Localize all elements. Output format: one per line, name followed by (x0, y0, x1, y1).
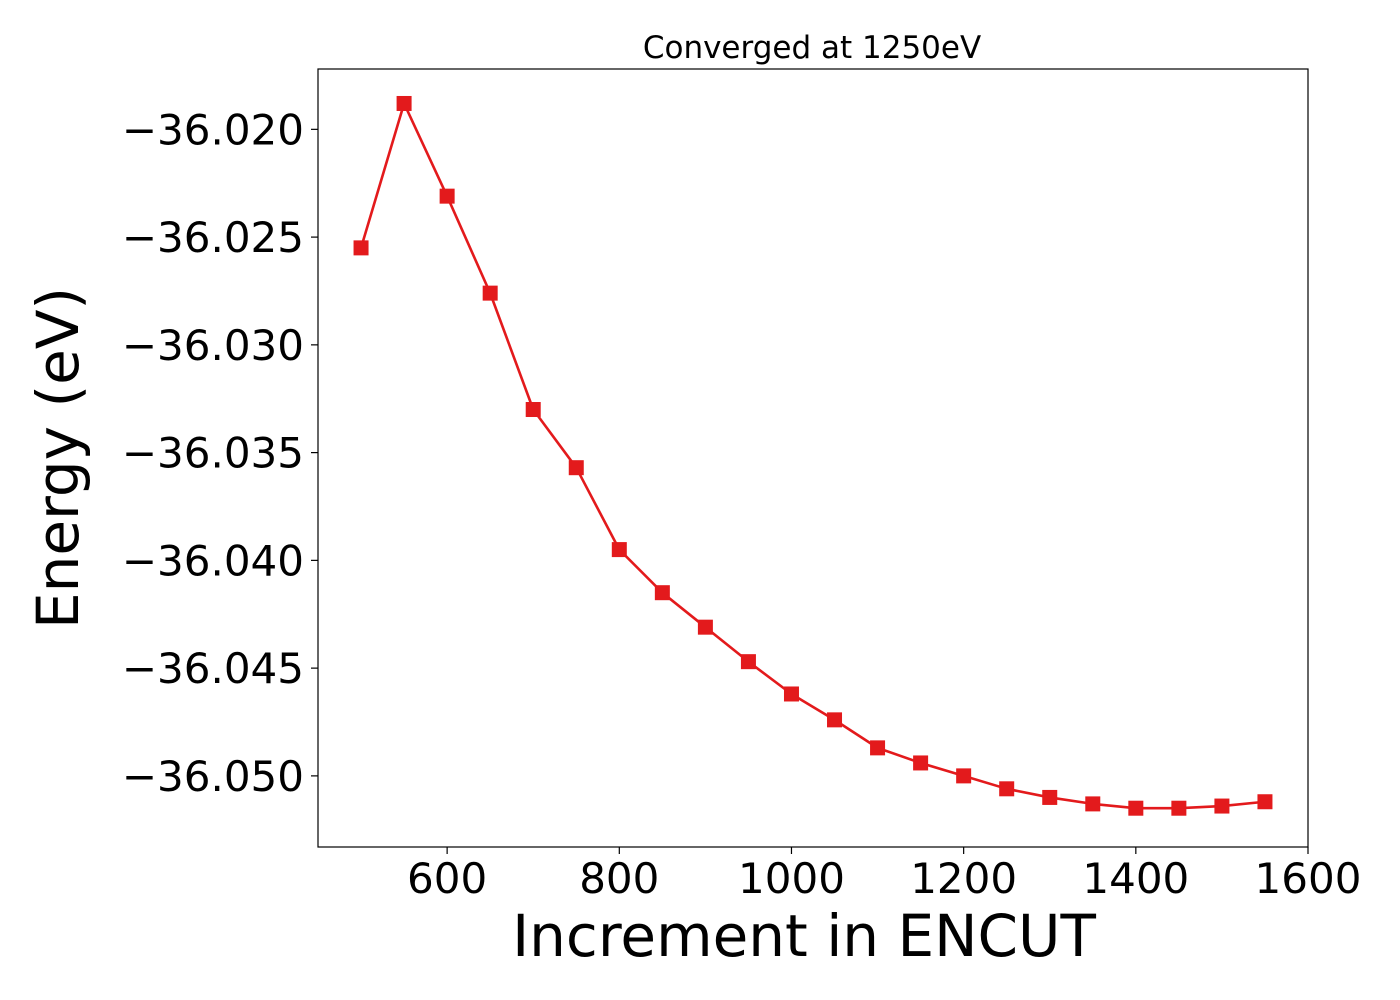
data-point-marker (525, 402, 541, 418)
data-point-marker (740, 654, 756, 670)
data-point-marker (1214, 798, 1230, 814)
chart-title: Converged at 1250eV (643, 30, 981, 66)
data-point-marker (956, 768, 972, 784)
x-axis: 600 800 1000 1200 1400 1600 (407, 847, 1361, 903)
y-tick-label: −36.020 (122, 105, 304, 154)
x-tick-label: 800 (579, 854, 659, 903)
x-tick-label: 600 (407, 854, 487, 903)
data-point-marker (1171, 800, 1187, 816)
y-tick-label: −36.030 (122, 321, 304, 370)
y-tick-label: −36.050 (122, 752, 304, 801)
y-tick-label: −36.035 (122, 429, 304, 478)
series-line (359, 102, 1266, 810)
series-layer (353, 95, 1273, 816)
y-tick-label: −36.040 (122, 536, 304, 585)
data-point-marker (870, 740, 886, 756)
y-axis: −36.020 −36.025 −36.030 −36.035 −36.040 −36.0… (122, 105, 318, 801)
x-tick-label: 1200 (910, 854, 1017, 903)
x-tick-label: 1600 (1255, 854, 1362, 903)
data-point-marker (697, 619, 713, 635)
data-point-marker (482, 285, 498, 301)
data-point-marker (353, 240, 369, 256)
data-point-marker (827, 712, 843, 728)
data-point-marker (611, 542, 627, 558)
data-point-marker (1085, 796, 1101, 812)
x-tick-label: 1000 (738, 854, 845, 903)
x-axis-label: Increment in ENCUT (512, 902, 1096, 970)
y-tick-label: −36.045 (122, 644, 304, 693)
plot-area-frame (317, 68, 1309, 848)
x-tick-label: 1400 (1082, 854, 1189, 903)
data-point-marker (1257, 794, 1273, 810)
data-point-marker (439, 188, 455, 204)
data-point-marker (1128, 800, 1144, 816)
y-axis-label: Energy (eV) (24, 287, 92, 629)
y-tick-label: −36.025 (122, 213, 304, 262)
data-point-marker (913, 755, 929, 771)
data-point-marker (783, 686, 799, 702)
data-point-marker (654, 585, 670, 601)
data-point-marker (396, 95, 412, 111)
data-point-marker (999, 781, 1015, 797)
data-point-marker (1042, 789, 1058, 805)
data-point-marker (568, 460, 584, 476)
